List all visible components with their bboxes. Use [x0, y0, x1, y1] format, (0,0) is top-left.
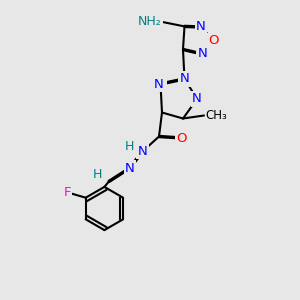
Text: N: N	[154, 77, 164, 91]
Text: H: H	[125, 140, 135, 153]
Text: F: F	[63, 186, 71, 199]
Text: N: N	[125, 161, 135, 175]
Text: N: N	[156, 77, 165, 91]
Text: NH₂: NH₂	[138, 15, 162, 28]
Text: H: H	[93, 168, 102, 182]
Text: N: N	[192, 92, 202, 106]
Text: N: N	[196, 20, 206, 34]
Text: CH₃: CH₃	[206, 109, 227, 122]
Text: N: N	[180, 72, 189, 86]
Text: N: N	[198, 47, 207, 61]
Text: N: N	[138, 145, 147, 158]
Text: O: O	[208, 34, 219, 47]
Text: O: O	[176, 131, 187, 145]
